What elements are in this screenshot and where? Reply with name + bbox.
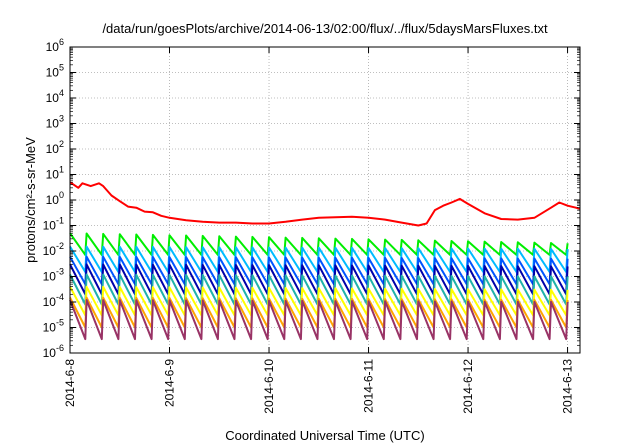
x-tick-label: 2014-6-12 (461, 359, 475, 414)
y-tick-label: 106 (46, 37, 64, 54)
y-tick-label: 10-2 (43, 241, 64, 258)
x-tick-label: 2014-6-9 (163, 359, 177, 407)
y-tick-label: 101 (46, 165, 64, 182)
x-axis-title: Coordinated Universal Time (UTC) (225, 428, 424, 443)
y-axis-title: protons/cm²-s-sr-MeV (23, 137, 38, 263)
y-tick-label: 103 (46, 114, 64, 131)
y-tick-label: 10-6 (43, 343, 64, 360)
series-line-9 (69, 299, 569, 341)
series-line-5 (69, 263, 569, 296)
series-line-8 (69, 296, 569, 329)
x-tick-label: 2014-6-11 (362, 359, 376, 413)
y-tick-label: 105 (46, 63, 64, 80)
y-tick-label: 10-4 (43, 292, 64, 309)
series-line-6 (69, 273, 569, 306)
tick-layer: 10-6 10-5 10-4 10-3 10-2 10-1 100 101 102 103 104 1… (43, 37, 580, 414)
series-line-3 (69, 245, 569, 273)
series-layer (69, 181, 581, 341)
y-tick-label: 102 (46, 139, 64, 156)
series-line-1 (69, 181, 581, 227)
series-line-7 (69, 285, 569, 317)
x-tick-label: 2014-6-10 (262, 359, 276, 414)
y-tick-label: 100 (46, 190, 64, 207)
y-tick-label: 10-3 (43, 267, 64, 284)
x-tick-label: 2014-6-8 (63, 359, 77, 407)
series-line-2 (69, 232, 569, 256)
chart-title: /data/run/goesPlots/archive/2014-06-13/0… (102, 21, 548, 36)
x-tick-label: 2014-6-13 (561, 359, 575, 414)
y-tick-label: 10-5 (43, 318, 64, 335)
y-tick-label: 10-1 (43, 216, 64, 233)
series-line-4 (69, 255, 569, 286)
y-tick-label: 104 (46, 88, 64, 105)
